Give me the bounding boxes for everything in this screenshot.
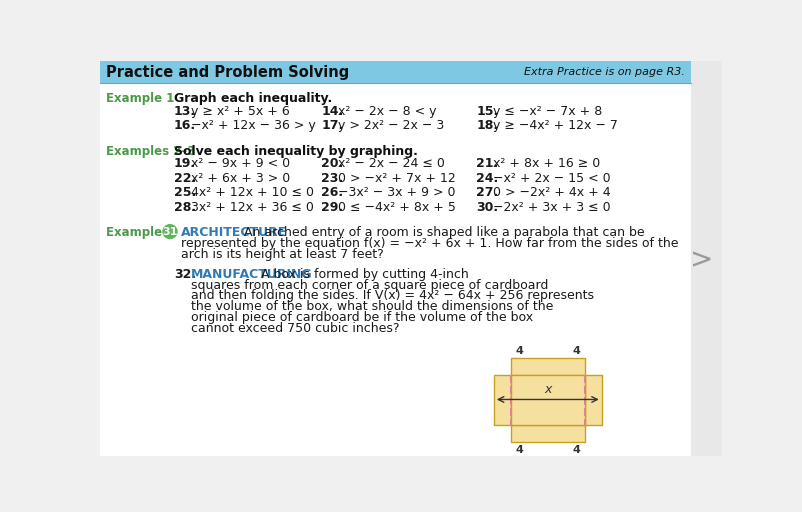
Bar [100,61,691,83]
Text: Practice and Problem Solving: Practice and Problem Solving [107,65,350,80]
Text: 0 ≤ −4x² + 8x + 5: 0 ≤ −4x² + 8x + 5 [338,201,456,214]
Text: x² − 9x + 9 < 0: x² − 9x + 9 < 0 [191,157,290,170]
Text: 27.: 27. [476,186,498,199]
Text: y ≥ −4x² + 12x − 7: y ≥ −4x² + 12x − 7 [493,119,618,132]
Text: A box is formed by cutting 4-inch: A box is formed by cutting 4-inch [261,268,468,281]
Text: the volume of the box, what should the dimensions of the: the volume of the box, what should the d… [191,300,553,313]
Text: x² + 8x + 16 ≥ 0: x² + 8x + 16 ≥ 0 [493,157,601,170]
Text: Solve each inequality by graphing.: Solve each inequality by graphing. [174,144,418,158]
Text: 20.: 20. [321,157,343,170]
Text: 13.: 13. [174,104,196,118]
Circle shape [163,225,177,239]
Text: 30.: 30. [476,201,498,214]
Bar [511,358,585,375]
Text: Example 4: Example 4 [107,226,175,239]
Text: MANUFACTURING: MANUFACTURING [191,268,313,281]
Text: 4: 4 [516,445,524,455]
Text: y ≤ −x² − 7x + 8: y ≤ −x² − 7x + 8 [493,104,602,118]
Bar [691,61,722,456]
Text: and then folding the sides. If V(x) = 4x² − 64x + 256 represents: and then folding the sides. If V(x) = 4x… [191,289,594,303]
Text: Extra Practice is on page R3.: Extra Practice is on page R3. [524,67,685,77]
Text: ARCHITECTURE: ARCHITECTURE [180,226,287,239]
Text: y > 2x² − 2x − 3: y > 2x² − 2x − 3 [338,119,444,132]
Text: x² − 2x − 24 ≤ 0: x² − 2x − 24 ≤ 0 [338,157,445,170]
Text: >: > [690,246,713,274]
Text: 22.: 22. [174,172,196,184]
Text: cannot exceed 750 cubic inches?: cannot exceed 750 cubic inches? [191,322,399,335]
Bar [511,425,585,442]
Text: 21.: 21. [476,157,498,170]
Text: 24.: 24. [476,172,498,184]
Text: arch is its height at least 7 feet?: arch is its height at least 7 feet? [180,248,383,261]
Text: −x² + 2x − 15 < 0: −x² + 2x − 15 < 0 [493,172,611,184]
Bar [585,375,602,425]
Text: 29.: 29. [321,201,343,214]
Text: 4: 4 [516,346,524,355]
Text: x: x [544,382,552,396]
Text: 4: 4 [572,346,580,355]
Text: An arched entry of a room is shaped like a parabola that can be: An arched entry of a room is shaped like… [245,226,645,239]
Text: 17.: 17. [321,119,343,132]
Text: x² + 6x + 3 > 0: x² + 6x + 3 > 0 [191,172,290,184]
Text: −3x² − 3x + 9 > 0: −3x² − 3x + 9 > 0 [338,186,456,199]
Text: 18.: 18. [476,119,498,132]
Text: 4: 4 [572,445,580,455]
Text: represented by the equation f(x) = −x² + 6x + 1. How far from the sides of the: represented by the equation f(x) = −x² +… [180,237,678,250]
Text: 0 > −2x² + 4x + 4: 0 > −2x² + 4x + 4 [493,186,611,199]
Text: 15.: 15. [476,104,498,118]
Bar [494,375,511,425]
Text: y ≥ x² + 5x + 6: y ≥ x² + 5x + 6 [191,104,290,118]
Text: 23.: 23. [321,172,343,184]
Text: 16.: 16. [174,119,196,132]
Text: Example 1: Example 1 [107,92,175,105]
Text: −x² + 12x − 36 > y: −x² + 12x − 36 > y [191,119,316,132]
Text: 31: 31 [162,227,178,237]
Text: 19.: 19. [174,157,196,170]
Text: 4x² + 12x + 10 ≤ 0: 4x² + 12x + 10 ≤ 0 [191,186,314,199]
Text: 3x² + 12x + 36 ≤ 0: 3x² + 12x + 36 ≤ 0 [191,201,314,214]
Text: 0 > −x² + 7x + 12: 0 > −x² + 7x + 12 [338,172,456,184]
Text: original piece of cardboard be if the volume of the box: original piece of cardboard be if the vo… [191,311,533,324]
Text: squares from each corner of a square piece of cardboard: squares from each corner of a square pie… [191,279,549,291]
Text: Examples 2–3: Examples 2–3 [107,144,196,158]
Text: 32.: 32. [174,268,196,281]
Text: 26.: 26. [321,186,343,199]
Text: Graph each inequality.: Graph each inequality. [174,92,332,105]
Text: 25.: 25. [174,186,196,199]
Text: x² − 2x − 8 < y: x² − 2x − 8 < y [338,104,436,118]
Text: −2x² + 3x + 3 ≤ 0: −2x² + 3x + 3 ≤ 0 [493,201,611,214]
Text: 28.: 28. [174,201,196,214]
Text: 14.: 14. [321,104,343,118]
Bar [511,375,585,425]
